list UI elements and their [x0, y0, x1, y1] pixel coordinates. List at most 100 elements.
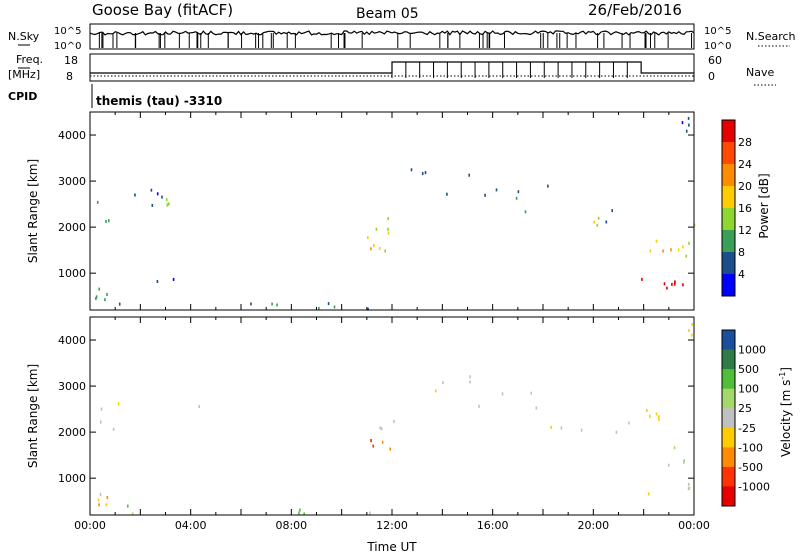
data-cell: [560, 426, 563, 430]
data-cell: [687, 116, 690, 120]
data-cell: [688, 329, 690, 332]
colorbar-tick-label: -100: [738, 441, 763, 454]
velocity-x-ticks: 00:00 04:00 08:00 12:00 16:00 20:00 00:00: [74, 317, 710, 532]
data-cell: [156, 192, 159, 196]
data-cell: [666, 286, 668, 290]
data-cell: [596, 223, 599, 227]
data-cell: [670, 248, 672, 252]
data-cell: [605, 220, 608, 224]
data-cell: [478, 404, 480, 408]
colorbar-segment: [722, 427, 735, 448]
colorbar-tick-label: 16: [738, 202, 752, 215]
nsky-frame: [89, 23, 695, 50]
data-cell: [535, 406, 538, 410]
data-cell: [580, 428, 583, 432]
data-cell: [649, 414, 651, 418]
data-cell: [677, 248, 680, 252]
colorbar-tick-label: 1000: [738, 344, 766, 357]
nave-tick-top: 60: [708, 54, 722, 67]
colorbar-tick-label: 20: [738, 180, 752, 193]
data-cell: [367, 236, 369, 240]
data-cell: [685, 254, 688, 258]
data-cell: [104, 298, 106, 302]
data-cell: [515, 196, 518, 200]
data-cell: [333, 305, 336, 309]
velocity-colorbar: 1000 500 100 25 -25 -100 -500 -1000: [721, 329, 770, 507]
data-cell: [424, 171, 427, 175]
data-cell: [166, 203, 168, 207]
y-tick-label: 1000: [58, 267, 86, 280]
data-cell: [381, 440, 384, 444]
data-cell: [421, 172, 424, 176]
colorbar-tick-label: -1000: [738, 480, 770, 493]
data-cell: [687, 482, 690, 486]
y-tick-label: 4000: [58, 334, 86, 347]
velocity-scatter-cells: [97, 323, 693, 516]
x-tick-label: 16:00: [477, 519, 509, 532]
colorbar-segment: [722, 466, 735, 487]
data-cell: [299, 508, 301, 512]
data-cell: [663, 282, 666, 286]
data-cell: [655, 412, 658, 416]
colorbar-segment: [722, 142, 735, 165]
data-cell: [683, 460, 685, 464]
data-cell: [434, 389, 437, 393]
nave-label: Nave: [746, 66, 774, 79]
velocity-panel: 1000 2000 3000 4000 00:00 04:00 08:00 12:00 16:…: [26, 316, 793, 554]
data-cell: [105, 503, 108, 507]
velocity-colorbar-label: Velocity [m s-1]: [778, 367, 793, 457]
data-cell: [682, 245, 684, 249]
colorbar-tick-label: 12: [738, 224, 752, 237]
data-cell: [117, 402, 120, 406]
data-cell: [106, 293, 108, 296]
station-title: Goose Bay (fitACF): [92, 1, 233, 19]
nsearch-label: N.Search: [746, 30, 796, 43]
nsearch-tick-bottom: 10^0: [704, 41, 731, 52]
data-cell: [628, 421, 630, 425]
data-cell: [276, 303, 278, 307]
data-cell: [271, 302, 273, 306]
colorbar-segment: [722, 388, 735, 409]
freq-label: Freq.: [16, 53, 43, 66]
data-cell: [495, 188, 498, 192]
data-cell: [688, 241, 690, 245]
nsky-panel: N.Sky 10^5 10^0 N.Search 10^5 10^0: [8, 23, 796, 52]
x-tick-label: 00:00: [74, 519, 106, 532]
y-tick-label: 2000: [58, 221, 86, 234]
colorbar-segment: [722, 349, 735, 370]
colorbar-segment: [722, 208, 735, 231]
cpid-value: themis (tau) -3310: [96, 94, 222, 108]
power-y-ticks: 1000 2000 3000 4000: [58, 129, 694, 280]
colorbar-segment: [722, 330, 735, 351]
freq-frame: [89, 53, 695, 82]
data-cell: [373, 244, 375, 248]
velocity-colorbar-label-end: ]: [779, 367, 793, 372]
data-cell: [389, 447, 391, 451]
data-cell: [100, 420, 102, 424]
colorbar-tick-label: 4: [738, 268, 745, 281]
data-cell: [646, 409, 648, 412]
power-frame: [89, 111, 695, 311]
colorbar-tick-label: 8: [738, 246, 745, 259]
data-cell: [657, 415, 660, 419]
cpid-label: CPID: [8, 90, 37, 103]
data-cell: [469, 380, 471, 384]
data-cell: [446, 192, 448, 196]
data-cell: [442, 381, 444, 385]
colorbar-segment: [722, 447, 735, 468]
data-cell: [550, 425, 552, 429]
velocity-colorbar-label-sup: -1: [778, 372, 787, 380]
freq-tick-top: 18: [64, 54, 78, 67]
x-tick-label: 04:00: [175, 519, 207, 532]
colorbar-tick-label: 500: [738, 363, 759, 376]
data-cell: [688, 123, 690, 127]
data-cell: [468, 173, 470, 177]
colorbar-segment: [722, 274, 735, 297]
data-cell: [662, 249, 664, 253]
data-cell: [681, 121, 684, 125]
data-cell: [688, 486, 691, 490]
data-cell: [484, 193, 486, 197]
data-cell: [501, 392, 504, 396]
data-cell: [98, 287, 100, 291]
data-cell: [106, 496, 109, 499]
